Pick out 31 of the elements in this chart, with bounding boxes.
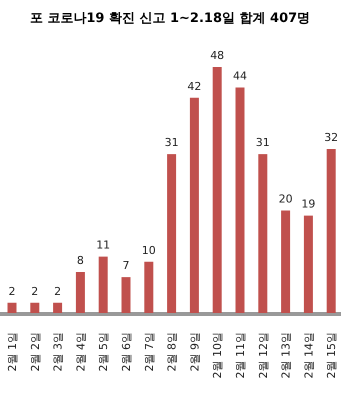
data-label: 2: [8, 284, 16, 298]
data-label: 8: [76, 254, 84, 267]
data-label: 19: [301, 198, 316, 211]
data-label: 11: [96, 238, 110, 252]
x-tick-label: 2월 3일: [52, 332, 65, 372]
data-label: 10: [142, 244, 156, 257]
x-tick-label: 2월 10일: [211, 332, 224, 378]
x-tick-label: 2월 12일: [256, 332, 270, 378]
x-tick-label: 2월 4일: [74, 332, 88, 372]
x-tick-label: 2월 15일: [325, 332, 338, 378]
x-tick-label: 2월 5일: [97, 332, 110, 372]
x-tick-label: 2월 2일: [28, 332, 42, 372]
data-label: 42: [187, 80, 202, 93]
data-label: 2: [54, 284, 62, 298]
chart-title: 포 코로나19 확진 신고 1~2.18일 합계 407명: [30, 11, 310, 26]
data-label: 7: [122, 259, 130, 272]
data-label: 31: [164, 136, 179, 150]
data-label: 32: [324, 131, 338, 144]
data-label: 48: [210, 49, 224, 62]
data-label: 2: [31, 284, 38, 298]
x-tick-label: 2월 11일: [234, 332, 247, 378]
x-tick-label: 2월 6일: [120, 332, 133, 372]
data-label: 44: [233, 70, 247, 82]
x-tick-label: 2월 9일: [188, 332, 202, 372]
data-label: 31: [256, 136, 270, 150]
data-label: 20: [278, 192, 293, 206]
x-tick-label: 2월 8일: [166, 332, 179, 372]
x-tick-label: 2월 13일: [280, 332, 293, 378]
x-tick-label: 2월 7일: [142, 332, 156, 372]
x-tick-label: 2월 1일: [6, 332, 19, 372]
x-tick-label: 2월 14일: [302, 332, 316, 378]
